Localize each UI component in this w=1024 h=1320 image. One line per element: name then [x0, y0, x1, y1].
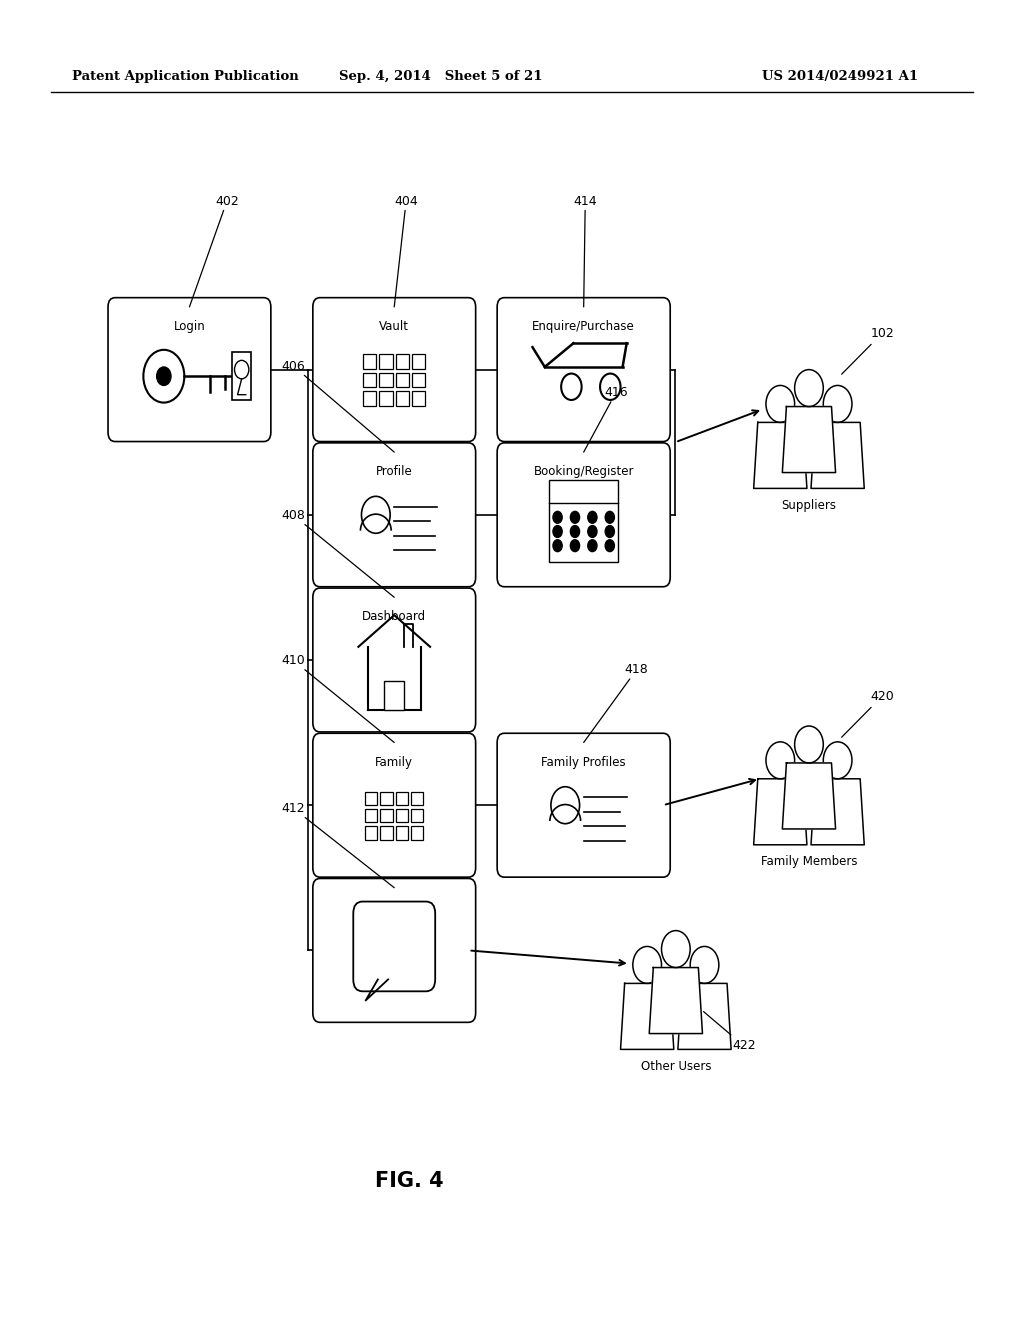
Text: Family: Family — [375, 755, 414, 768]
Bar — [380, 354, 393, 368]
FancyBboxPatch shape — [313, 298, 475, 441]
FancyBboxPatch shape — [313, 444, 475, 586]
Text: Login: Login — [173, 321, 206, 333]
Bar — [364, 391, 377, 407]
Bar — [412, 391, 426, 407]
Bar — [412, 354, 426, 368]
Bar — [412, 372, 426, 388]
Text: US 2014/0249921 A1: US 2014/0249921 A1 — [762, 70, 918, 83]
Text: 102: 102 — [842, 326, 894, 375]
Bar — [364, 354, 377, 368]
Bar — [364, 372, 377, 388]
Bar — [396, 391, 410, 407]
Text: Sep. 4, 2014   Sheet 5 of 21: Sep. 4, 2014 Sheet 5 of 21 — [339, 70, 542, 83]
Text: Dashboard: Dashboard — [362, 610, 426, 623]
Bar — [365, 809, 377, 822]
Polygon shape — [811, 422, 864, 488]
Polygon shape — [754, 779, 807, 845]
FancyBboxPatch shape — [109, 298, 270, 441]
Text: Patent Application Publication: Patent Application Publication — [72, 70, 298, 83]
Text: Suppliers: Suppliers — [781, 499, 837, 512]
Polygon shape — [782, 407, 836, 473]
Bar — [396, 372, 410, 388]
Circle shape — [553, 511, 562, 523]
Text: 408: 408 — [282, 508, 394, 597]
Bar — [381, 792, 393, 805]
Polygon shape — [782, 763, 836, 829]
Text: Enquire/Purchase: Enquire/Purchase — [532, 321, 635, 333]
Text: Family Members: Family Members — [761, 855, 857, 869]
Text: 402: 402 — [189, 194, 239, 308]
Bar — [232, 352, 251, 400]
Text: 410: 410 — [282, 653, 394, 742]
Text: Profile: Profile — [376, 466, 413, 478]
Polygon shape — [621, 983, 674, 1049]
Bar — [395, 826, 408, 840]
Circle shape — [588, 525, 597, 537]
Polygon shape — [754, 422, 807, 488]
Polygon shape — [649, 968, 702, 1034]
Circle shape — [588, 540, 597, 552]
Circle shape — [570, 525, 580, 537]
Bar — [381, 826, 393, 840]
Circle shape — [570, 511, 580, 523]
Polygon shape — [366, 979, 388, 1001]
FancyBboxPatch shape — [313, 734, 475, 876]
Text: 420: 420 — [842, 689, 894, 738]
Text: Messaging: Messaging — [362, 900, 426, 913]
Circle shape — [570, 540, 580, 552]
FancyBboxPatch shape — [497, 298, 670, 441]
Text: 418: 418 — [584, 663, 648, 742]
Text: Vault: Vault — [379, 321, 410, 333]
Bar — [380, 391, 393, 407]
Circle shape — [605, 540, 614, 552]
Polygon shape — [678, 983, 731, 1049]
Bar — [395, 792, 408, 805]
Circle shape — [157, 367, 171, 385]
Bar — [365, 826, 377, 840]
Bar — [395, 809, 408, 822]
Bar — [396, 354, 410, 368]
FancyBboxPatch shape — [313, 879, 475, 1022]
Bar — [381, 809, 393, 822]
Text: 404: 404 — [394, 194, 418, 308]
Bar — [365, 792, 377, 805]
Text: 414: 414 — [573, 194, 597, 308]
Circle shape — [605, 525, 614, 537]
Text: Other Users: Other Users — [641, 1060, 711, 1073]
Circle shape — [553, 540, 562, 552]
Text: Booking/Register: Booking/Register — [534, 466, 634, 478]
Circle shape — [553, 525, 562, 537]
Text: 412: 412 — [282, 801, 394, 887]
Text: 406: 406 — [282, 359, 394, 451]
Bar — [411, 826, 424, 840]
FancyBboxPatch shape — [353, 902, 435, 991]
FancyBboxPatch shape — [497, 734, 670, 876]
Bar — [411, 809, 424, 822]
Text: 416: 416 — [584, 385, 628, 451]
Bar — [549, 480, 618, 562]
Text: 422: 422 — [703, 1011, 756, 1052]
Polygon shape — [811, 779, 864, 845]
Circle shape — [605, 511, 614, 523]
FancyBboxPatch shape — [313, 589, 475, 731]
Bar — [384, 681, 404, 710]
Circle shape — [588, 511, 597, 523]
Text: Family Profiles: Family Profiles — [542, 755, 626, 768]
FancyBboxPatch shape — [497, 444, 670, 586]
Bar — [380, 372, 393, 388]
Text: FIG. 4: FIG. 4 — [375, 1171, 444, 1192]
Bar — [411, 792, 424, 805]
